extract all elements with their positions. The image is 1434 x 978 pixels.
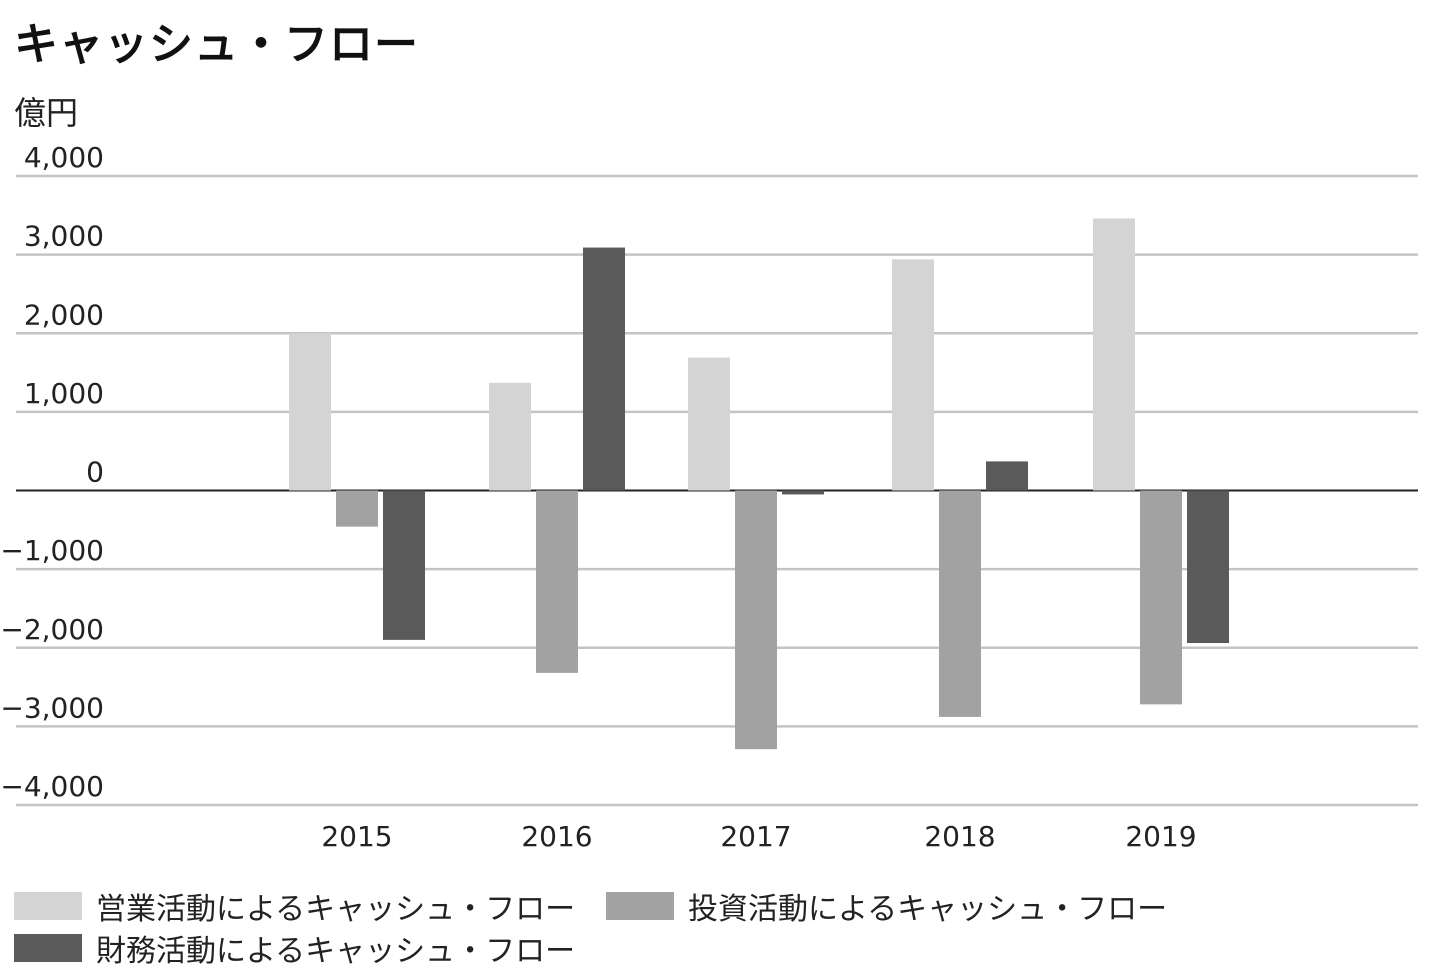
legend-label-financing: 財務活動によるキャッシュ・フロー [96,934,576,969]
cash-flow-bar-chart: 4,000 3,000 2,000 1,000 0 −1,000 −2,000 −3,000 −… [0,141,1418,853]
legend-label-operating: 営業活動によるキャッシュ・フロー [96,892,576,927]
bar-2015-series-2 [336,490,378,527]
legend-item-investing: 投資活動によるキャッシュ・フロー [606,884,1167,928]
bar-2017-series-1 [688,357,730,491]
bar-2017-series-2 [735,490,777,750]
y-tick-label: 3,000 [24,220,104,253]
x-tick-label: 2017 [720,820,791,853]
y-tick-label: 2,000 [24,298,104,331]
bar-2018-series-1 [892,259,934,491]
legend-swatch-investing [606,892,674,920]
y-tick-label: 0 [86,456,104,489]
bar-2018-series-3 [986,461,1028,491]
x-tick-label: 2016 [521,820,592,853]
bar-2019-series-2 [1140,490,1182,705]
y-tick-label: −2,000 [0,613,104,646]
x-tick-label: 2015 [321,820,392,853]
x-tick-label: 2018 [924,820,995,853]
y-tick-label: −1,000 [0,534,104,567]
bar-2015-series-3 [383,490,425,640]
y-tick-label: −3,000 [0,691,104,724]
legend-label-investing: 投資活動によるキャッシュ・フロー [688,892,1168,927]
bar-2019-series-1 [1093,218,1135,491]
legend-item-financing: 財務活動によるキャッシュ・フロー [14,926,575,970]
bar-2015-series-1 [289,333,331,491]
x-tick-label: 2019 [1125,820,1196,853]
bar-2016-series-1 [489,382,531,491]
y-tick-label: 1,000 [24,377,104,410]
bar-2017-series-3 [782,490,824,495]
bar-2016-series-2 [536,490,578,673]
y-axis-unit-label: 億円 [14,94,79,132]
y-tick-label: −4,000 [0,770,104,803]
chart-title: キャッシュ・フロー [14,19,419,70]
bar-2019-series-3 [1187,490,1229,644]
legend-swatch-financing [14,934,82,962]
legend-swatch-operating [14,892,82,920]
bar-2016-series-3 [583,247,625,491]
legend-item-operating: 営業活動によるキャッシュ・フロー [14,884,575,928]
y-tick-label: 4,000 [24,141,104,174]
bar-2018-series-2 [939,490,981,717]
